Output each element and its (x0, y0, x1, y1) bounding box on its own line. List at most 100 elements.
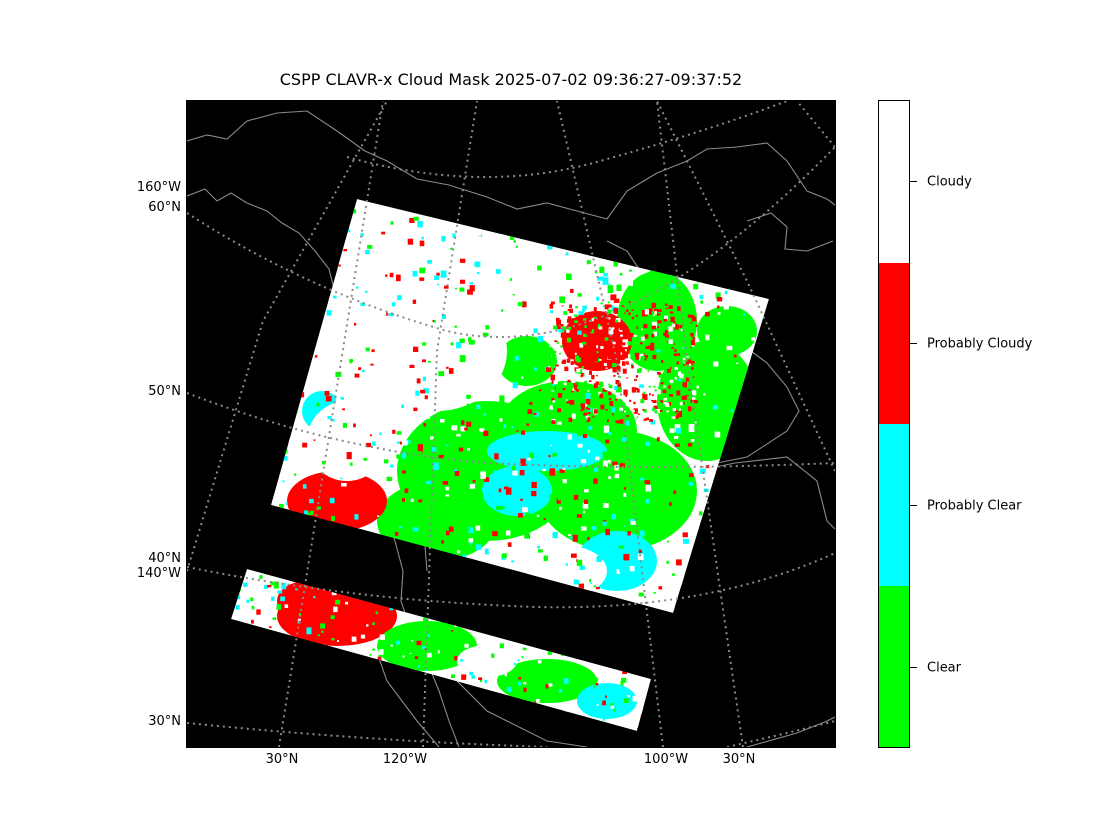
cloud-mask-pixel-cluster (412, 299, 417, 304)
cloud-mask-pixel-cluster (668, 326, 673, 332)
cloud-mask-pixel-cluster (599, 611, 603, 614)
cloud-mask-pixel-cluster (673, 201, 679, 206)
cloud-mask-pixel-cluster (407, 570, 411, 575)
cloud-mask-pixel-cluster (583, 318, 587, 321)
cloud-mask-pixel-cluster (417, 204, 422, 210)
cloud-mask-pixel-cluster (677, 406, 682, 409)
cloud-mask-pixel-cluster (423, 423, 427, 427)
cloud-mask-pixel-cluster (711, 219, 717, 224)
cloud-mask-pixel-cluster (623, 493, 627, 497)
cloud-mask-pixel-cluster (567, 434, 572, 440)
cloud-mask-pixel-cluster (441, 235, 446, 242)
cloud-mask-pixel-cluster (574, 386, 577, 390)
cloud-mask-pixel-cluster (691, 367, 694, 370)
cloud-mask-pixel-cluster (561, 359, 566, 364)
cloud-mask-pixel-cluster (361, 695, 366, 701)
cloud-mask-pixel-cluster (468, 538, 474, 543)
cloud-mask-pixel-cluster (605, 394, 609, 397)
cloud-mask-pixel-cluster (604, 375, 607, 378)
cloud-mask-pixel-cluster (726, 501, 731, 507)
cloud-mask-pixel-cluster (642, 409, 645, 411)
cloud-mask-pixel-cluster (573, 579, 579, 585)
cloud-mask-pixel-cluster (582, 502, 589, 509)
cloud-mask-pixel-cluster (263, 584, 268, 589)
cloud-mask-pixel-cluster (678, 333, 683, 337)
cloud-mask-pixel-cluster (698, 373, 701, 375)
cloud-mask-pixel-cluster (602, 717, 606, 721)
cloud-mask-pixel-cluster (401, 404, 405, 408)
cloud-mask-pixel-cluster (514, 355, 519, 361)
cloud-mask-pixel-cluster (643, 353, 648, 358)
cloud-mask-pixel-cluster (584, 499, 589, 504)
cloud-mask-pixel-cluster (598, 326, 603, 330)
cloud-mask-pixel-cluster (751, 564, 757, 572)
cloud-mask-pixel-cluster (521, 656, 524, 659)
cloud-mask-pixel-cluster (752, 263, 757, 269)
cloud-mask-pixel-cluster (482, 566, 487, 573)
cloud-mask-pixel-cluster (629, 632, 634, 637)
cloud-mask-pixel-cluster (653, 405, 658, 410)
cloud-mask-pixel-cluster (574, 314, 578, 317)
cloud-mask-pixel-cluster (582, 309, 586, 312)
cloud-mask-pixel-cluster (588, 419, 591, 422)
cloud-mask-pixel-cluster (656, 313, 661, 316)
map-canvas[interactable] (187, 101, 835, 747)
cloud-mask-pixel-cluster (567, 326, 572, 330)
cloud-mask-pixel-cluster (572, 388, 575, 391)
label-bottom-lat-30n-left: 30°N (265, 752, 299, 767)
cloud-mask-pixel-cluster (277, 645, 281, 648)
cloud-mask-pixel-cluster (552, 387, 556, 390)
cloud-mask-pixel-cluster (604, 603, 608, 605)
map-panel[interactable] (186, 100, 836, 748)
cloud-mask-pixel-cluster (610, 382, 615, 385)
cloud-mask-pixel-cluster (392, 713, 398, 720)
cloud-mask-pixel-cluster (349, 462, 353, 466)
cloud-mask-pixel-cluster (302, 373, 306, 378)
cloud-mask-pixel-cluster (289, 675, 294, 680)
cloud-mask-pixel-cluster (482, 332, 489, 337)
cloud-mask-pixel-cluster (398, 499, 405, 505)
cloud-mask-pixel-cluster (672, 606, 678, 611)
cloud-mask-pixel-cluster (588, 407, 593, 412)
cloud-mask-pixel-cluster (378, 653, 383, 658)
cloud-mask-pixel-cluster (624, 611, 628, 617)
cloud-mask-pixel-cluster (701, 537, 707, 544)
cloud-mask-pixel-cluster (690, 332, 694, 337)
cloud-mask-pixel-cluster (454, 325, 458, 328)
cloud-mask-pixel-cluster (499, 643, 504, 649)
cloud-mask-pixel-cluster (291, 393, 296, 397)
cloud-mask-pixel-cluster (550, 517, 556, 523)
cloud-mask-pixel-cluster (360, 634, 366, 639)
cloud-mask-pixel-cluster (499, 395, 505, 403)
cloud-mask-pixel-cluster (619, 376, 621, 378)
cloud-mask-pixel-cluster (288, 697, 294, 702)
cloud-mask-pixel-cluster (547, 648, 553, 655)
cloud-mask-pixel-cluster (591, 375, 595, 380)
cloud-mask-pixel-cluster (691, 329, 694, 332)
cloud-mask-pixel-cluster (417, 630, 422, 633)
cloud-mask-pixel-cluster (488, 697, 493, 701)
cloud-mask-pixel-cluster (750, 602, 754, 606)
cloud-mask-pixel-cluster (666, 307, 668, 310)
cloud-mask-pixel-cluster (604, 388, 607, 390)
cloud-mask-pixel-cluster (351, 636, 357, 642)
cloud-mask-pixel-cluster (512, 608, 515, 611)
cloud-mask-pixel-cluster (512, 382, 518, 389)
cloud-mask-pixel-cluster (620, 377, 626, 382)
cloud-mask-pixel-cluster (600, 641, 603, 644)
cloud-mask-pixel-cluster (627, 695, 631, 698)
cloud-mask-pixel-cluster (680, 581, 684, 585)
cloud-mask-pixel-cluster (607, 301, 610, 304)
cloud-mask-pixel-cluster (445, 696, 451, 701)
cloud-mask-pixel-cluster (542, 617, 546, 620)
cloud-mask-pixel-cluster (619, 491, 622, 495)
cloud-mask-pixel-cluster (451, 630, 454, 632)
cloud-mask-pixel-cluster (729, 519, 735, 525)
cloud-mask-pixel-cluster (549, 234, 555, 239)
cloud-mask-pixel-cluster (538, 603, 541, 606)
cloud-mask-pixel-cluster (240, 650, 244, 653)
cloud-mask-pixel-cluster (550, 301, 555, 305)
cloud-mask-pixel-cluster (578, 385, 582, 389)
cloud-mask-pixel-cluster (485, 325, 490, 330)
colorbar-tick-probably-cloudy (910, 343, 917, 344)
